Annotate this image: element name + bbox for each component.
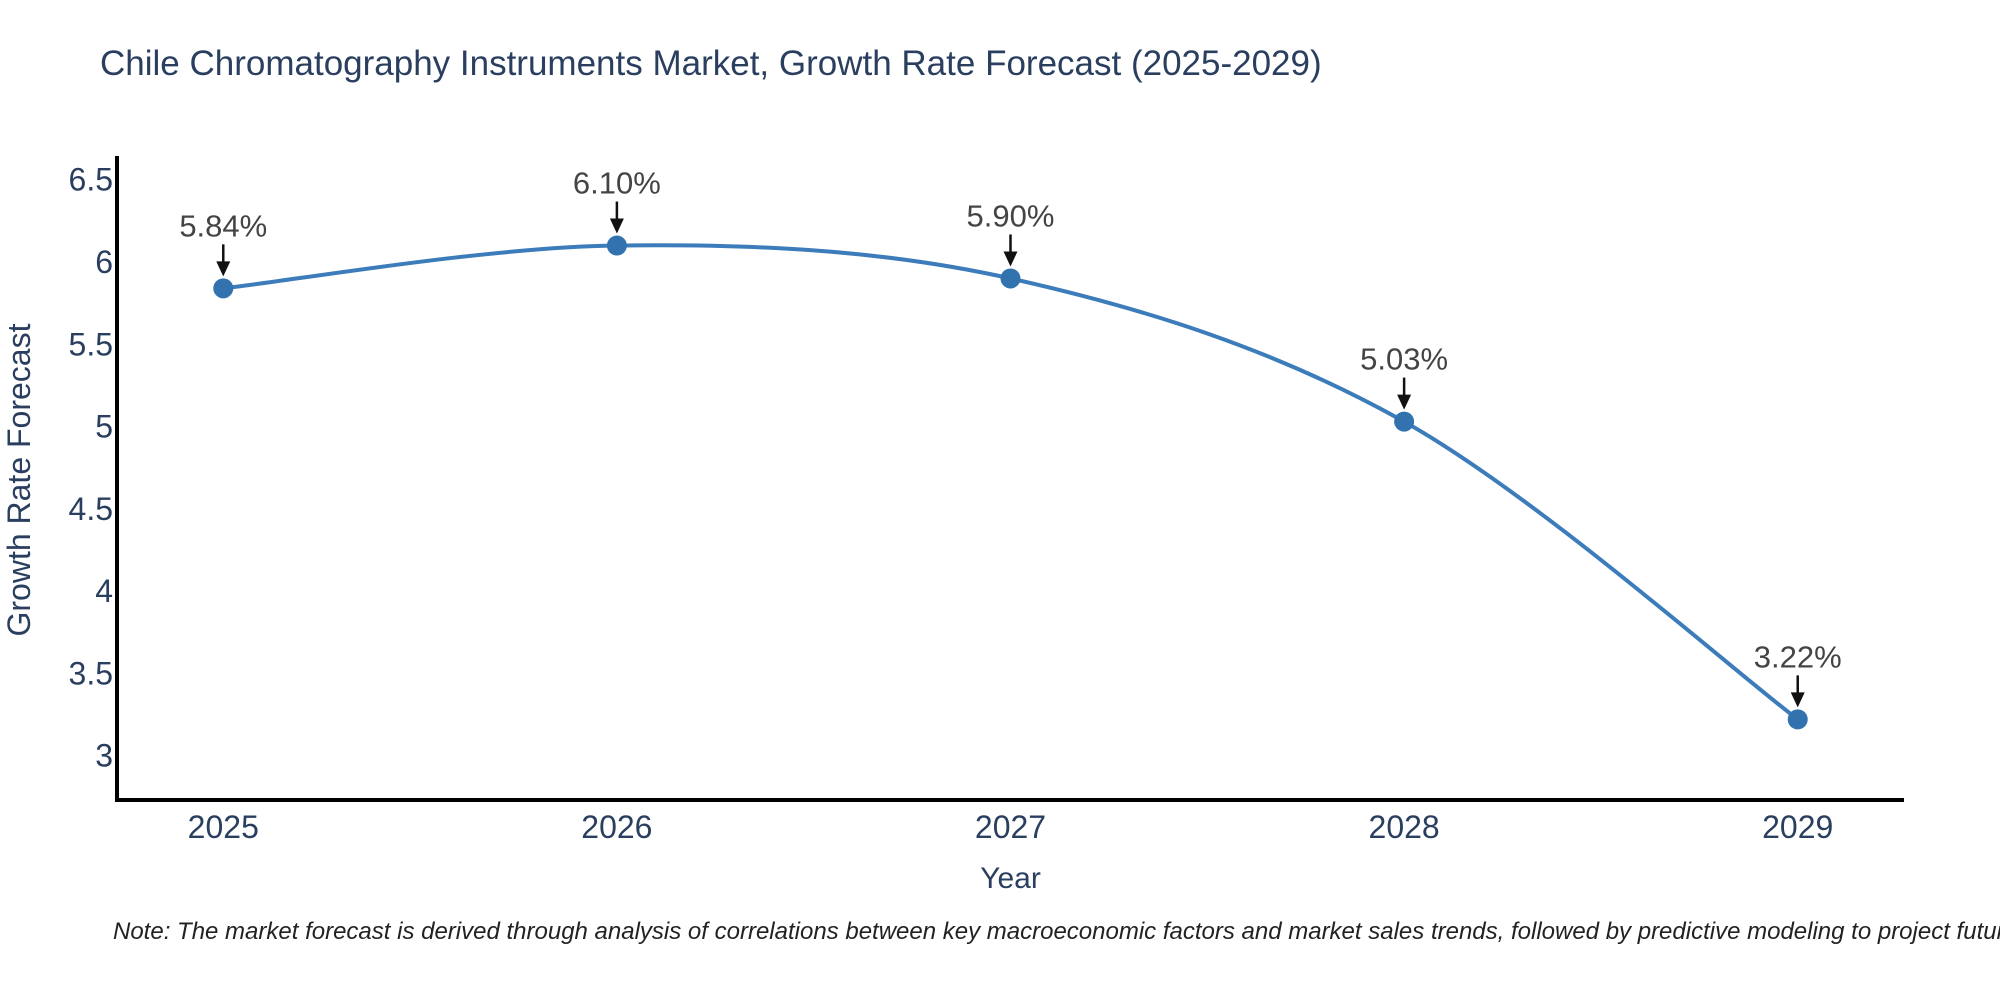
y-axis-title: Growth Rate Forecast bbox=[1, 323, 37, 636]
y-tick-label: 6 bbox=[95, 244, 113, 280]
point-label-2028: 5.03% bbox=[1360, 342, 1448, 377]
y-tick-label: 5.5 bbox=[69, 326, 113, 362]
data-point-2028[interactable] bbox=[1394, 411, 1415, 432]
point-label-2026: 6.10% bbox=[573, 166, 661, 201]
y-tick-label: 6.5 bbox=[69, 162, 113, 198]
x-tick-label: 2025 bbox=[188, 809, 259, 845]
chart-title: Chile Chromatography Instruments Market,… bbox=[100, 44, 1322, 83]
data-point-2027[interactable] bbox=[1000, 268, 1021, 289]
annotation-arrowhead bbox=[216, 261, 231, 277]
footnote: Note: The market forecast is derived thr… bbox=[113, 918, 2000, 945]
point-label-2029: 3.22% bbox=[1754, 639, 1842, 674]
annotation-arrowhead bbox=[1397, 394, 1412, 410]
y-tick-label: 4 bbox=[95, 573, 113, 609]
point-label-2025: 5.84% bbox=[179, 208, 267, 243]
annotation-arrowhead bbox=[1003, 251, 1018, 267]
annotation-arrowhead bbox=[1790, 692, 1805, 708]
data-point-2026[interactable] bbox=[606, 235, 627, 256]
y-tick-label: 3 bbox=[95, 738, 113, 774]
x-tick-label: 2029 bbox=[1762, 809, 1833, 845]
y-tick-label: 3.5 bbox=[69, 655, 113, 691]
annotation-arrowhead bbox=[609, 218, 624, 234]
y-tick-label: 4.5 bbox=[69, 491, 113, 527]
point-label-2027: 5.90% bbox=[967, 198, 1055, 233]
y-tick-label: 5 bbox=[95, 409, 113, 445]
x-tick-label: 2028 bbox=[1369, 809, 1440, 845]
x-tick-label: 2026 bbox=[581, 809, 652, 845]
x-axis-title: Year bbox=[980, 862, 1041, 895]
data-point-2025[interactable] bbox=[213, 278, 234, 299]
data-point-2029[interactable] bbox=[1787, 709, 1808, 730]
x-tick-label: 2027 bbox=[975, 809, 1046, 845]
series-line bbox=[221, 243, 1800, 722]
